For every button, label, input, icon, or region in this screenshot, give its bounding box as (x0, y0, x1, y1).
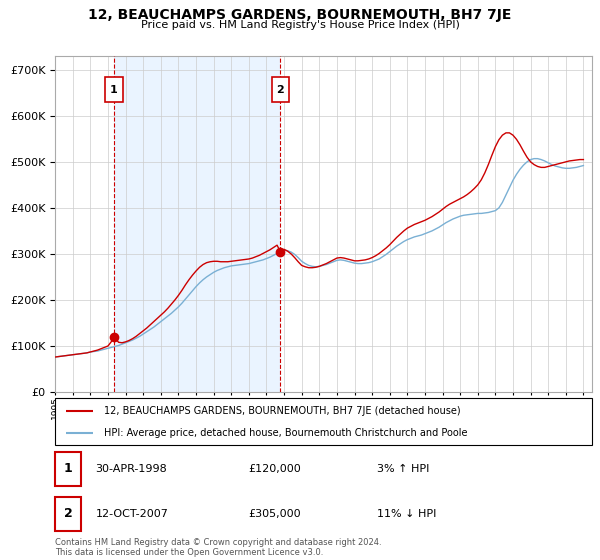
Text: HPI: Average price, detached house, Bournemouth Christchurch and Poole: HPI: Average price, detached house, Bour… (104, 428, 467, 438)
FancyBboxPatch shape (272, 77, 289, 102)
Text: 2: 2 (277, 85, 284, 95)
FancyBboxPatch shape (55, 497, 81, 531)
Text: 12, BEAUCHAMPS GARDENS, BOURNEMOUTH, BH7 7JE (detached house): 12, BEAUCHAMPS GARDENS, BOURNEMOUTH, BH7… (104, 406, 460, 416)
Text: 12, BEAUCHAMPS GARDENS, BOURNEMOUTH, BH7 7JE: 12, BEAUCHAMPS GARDENS, BOURNEMOUTH, BH7… (88, 8, 512, 22)
Text: £120,000: £120,000 (248, 464, 301, 474)
FancyBboxPatch shape (105, 77, 122, 102)
FancyBboxPatch shape (55, 452, 81, 486)
Text: 12-OCT-2007: 12-OCT-2007 (95, 509, 169, 519)
Text: 1: 1 (110, 85, 118, 95)
Text: 2: 2 (64, 507, 73, 520)
Text: £305,000: £305,000 (248, 509, 301, 519)
Text: Contains HM Land Registry data © Crown copyright and database right 2024.
This d: Contains HM Land Registry data © Crown c… (55, 538, 382, 557)
Text: 11% ↓ HPI: 11% ↓ HPI (377, 509, 437, 519)
Text: Price paid vs. HM Land Registry's House Price Index (HPI): Price paid vs. HM Land Registry's House … (140, 20, 460, 30)
Text: 30-APR-1998: 30-APR-1998 (95, 464, 167, 474)
Text: 3% ↑ HPI: 3% ↑ HPI (377, 464, 430, 474)
Bar (114, 56, 280, 392)
Text: 1: 1 (64, 463, 73, 475)
FancyBboxPatch shape (55, 398, 592, 445)
